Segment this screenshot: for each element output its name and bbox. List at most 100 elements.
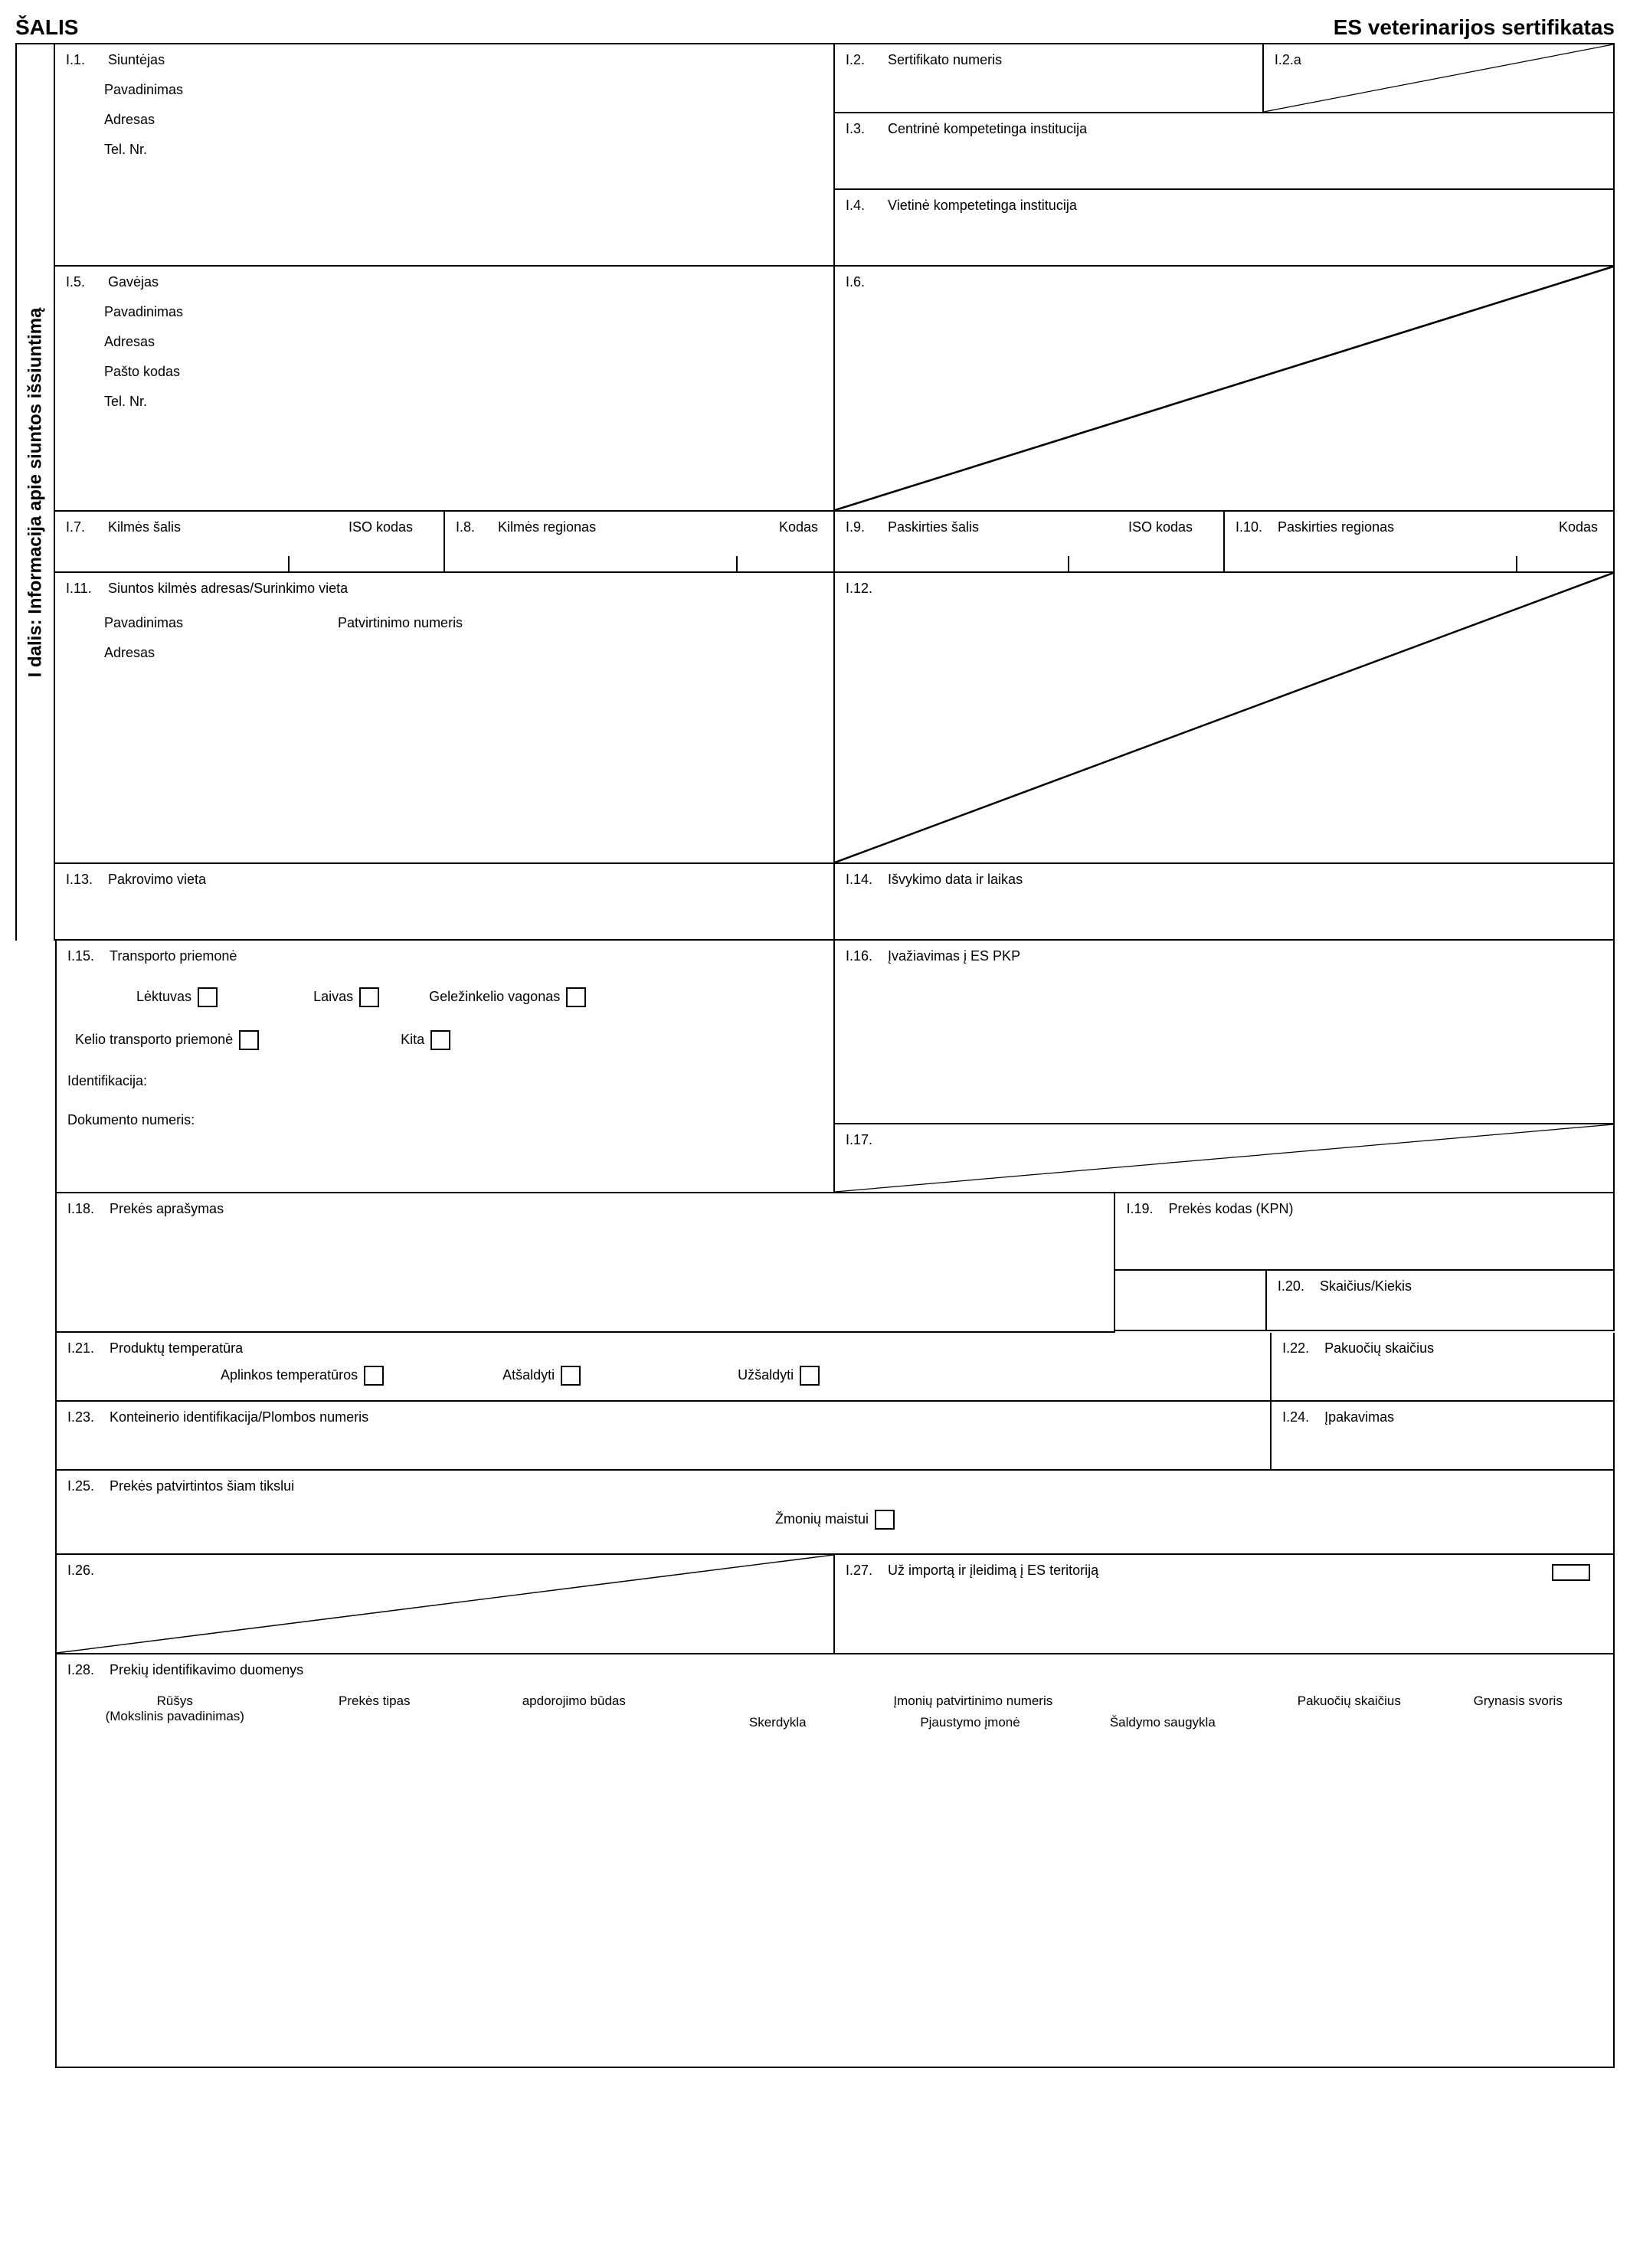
i24-num: I.24.: [1282, 1409, 1321, 1425]
i4-num: I.4.: [846, 198, 884, 214]
i28-c2: Prekės tipas: [283, 1694, 466, 1730]
i5-l4: Tel. Nr.: [104, 394, 823, 410]
checkbox-import[interactable]: [1552, 1564, 1590, 1581]
i25-opt1: Žmonių maistui: [775, 1511, 869, 1527]
i24-title: Įpakavimas: [1324, 1409, 1394, 1425]
i1-l1: Pavadinimas: [104, 82, 823, 98]
i9-sub: ISO kodas: [1128, 519, 1193, 535]
i16-title: Įvažiavimas į ES PKP: [888, 948, 1020, 964]
i1-title: Siuntėjas: [108, 52, 165, 68]
i8-num: I.8.: [456, 519, 494, 535]
i15-opt3: Geležinkelio vagonas: [429, 989, 560, 1004]
box-i15: I.15. Transporto priemonė Lėktuvas Laiva…: [55, 941, 835, 1193]
i7-num: I.7.: [66, 519, 104, 535]
i15-opt4: Kelio transporto priemonė: [75, 1032, 233, 1047]
i11-l3: Adresas: [104, 645, 823, 661]
i1-num: I.1.: [66, 52, 104, 68]
box-i9: I.9. Paskirties šalis ISO kodas: [835, 512, 1225, 573]
box-i24: I.24. Įpakavimas: [1272, 1402, 1615, 1471]
i20-title: Skaičius/Kiekis: [1320, 1278, 1412, 1294]
i7-sub: ISO kodas: [349, 519, 413, 535]
box-i2: I.2. Sertifikato numeris: [835, 44, 1264, 113]
i15-l2: Dokumento numeris:: [67, 1112, 823, 1128]
i16-num: I.16.: [846, 948, 884, 964]
i4-title: Vietinė kompetetinga institucija: [888, 198, 1077, 214]
i11-l2: Patvirtinimo numeris: [338, 615, 463, 630]
i15-opt1: Lėktuvas: [136, 989, 191, 1004]
box-i16: I.16. Įvažiavimas į ES PKP: [835, 941, 1615, 1124]
i14-title: Išvykimo data ir laikas: [888, 872, 1023, 888]
box-i23: I.23. Konteinerio identifikacija/Plombos…: [55, 1402, 1272, 1471]
i28-num: I.28.: [67, 1662, 106, 1678]
i15-opt5: Kita: [401, 1032, 424, 1047]
i27-num: I.27.: [846, 1563, 884, 1579]
box-i13: I.13. Pakrovimo vieta: [55, 864, 835, 941]
checkbox-chilled[interactable]: [561, 1366, 581, 1386]
i15-opt2: Laivas: [313, 989, 353, 1004]
box-i14: I.14. Išvykimo data ir laikas: [835, 864, 1615, 941]
i26-num: I.26.: [67, 1563, 106, 1579]
i28-c3: apdorojimo būdas: [466, 1694, 682, 1730]
i15-title: Transporto priemonė: [110, 948, 237, 964]
i21-opt3: Užšaldyti: [738, 1367, 794, 1383]
i18-title: Prekės aprašymas: [110, 1201, 224, 1217]
box-i10: I.10. Paskirties regionas Kodas: [1225, 512, 1615, 573]
box-i5: I.5. Gavėjas Pavadinimas Adresas Pašto k…: [55, 267, 835, 512]
i28-c4a: Skerdykla: [682, 1715, 874, 1730]
i12-num: I.12.: [846, 581, 884, 597]
i1-l3: Tel. Nr.: [104, 142, 823, 158]
i27-title: Už importą ir įleidimą į ES teritoriją: [888, 1563, 1098, 1579]
i28-c4b: Pjaustymo įmonė: [874, 1715, 1066, 1730]
i28-c5: Pakuočių skaičius: [1265, 1694, 1433, 1730]
checkbox-road[interactable]: [239, 1030, 259, 1050]
i21-num: I.21.: [67, 1340, 106, 1357]
i11-title: Siuntos kilmės adresas/Surinkimo vieta: [108, 581, 348, 597]
i11-l1: Pavadinimas: [104, 615, 334, 631]
sidebar-label: I dalis: Informacija apie siuntos išsiun…: [25, 308, 46, 678]
i5-l3: Pašto kodas: [104, 364, 823, 380]
i22-num: I.22.: [1282, 1340, 1321, 1357]
box-i18: I.18. Prekės aprašymas: [55, 1193, 1115, 1331]
i7-title: Kilmės šalis: [108, 519, 181, 535]
i5-l2: Adresas: [104, 334, 823, 350]
i17-num: I.17.: [846, 1132, 884, 1148]
checkbox-frozen[interactable]: [800, 1366, 820, 1386]
i20-num: I.20.: [1278, 1278, 1316, 1294]
i10-num: I.10.: [1236, 519, 1274, 535]
i28-title: Prekių identifikavimo duomenys: [110, 1662, 303, 1678]
i5-num: I.5.: [66, 274, 104, 290]
checkbox-ship[interactable]: [359, 987, 379, 1007]
i2a-num: I.2.a: [1275, 52, 1313, 68]
i2-title: Sertifikato numeris: [888, 52, 1002, 68]
i25-num: I.25.: [67, 1478, 106, 1494]
box-i6: I.6.: [835, 267, 1615, 512]
i5-title: Gavėjas: [108, 274, 159, 290]
i2-num: I.2.: [846, 52, 884, 68]
i19-num: I.19.: [1126, 1201, 1164, 1217]
box-i22: I.22. Pakuočių skaičius: [1272, 1333, 1615, 1402]
i19-title: Prekės kodas (KPN): [1168, 1201, 1293, 1217]
box-i1: I.1. Siuntėjas Pavadinimas Adresas Tel. …: [55, 44, 835, 267]
i1-l2: Adresas: [104, 112, 823, 128]
checkbox-rail[interactable]: [566, 987, 586, 1007]
checkbox-human-food[interactable]: [875, 1510, 895, 1530]
i11-num: I.11.: [66, 581, 104, 597]
i14-num: I.14.: [846, 872, 884, 888]
i28-c1b: (Mokslinis pavadinimas): [67, 1709, 283, 1724]
box-i27: I.27. Už importą ir įleidimą į ES terito…: [835, 1555, 1615, 1654]
checkbox-plane[interactable]: [198, 987, 218, 1007]
checkbox-other[interactable]: [430, 1030, 450, 1050]
box-i25: I.25. Prekės patvirtintos šiam tikslui Ž…: [55, 1471, 1615, 1555]
checkbox-ambient[interactable]: [364, 1366, 384, 1386]
i22-title: Pakuočių skaičius: [1324, 1340, 1434, 1357]
i18-num: I.18.: [67, 1201, 106, 1217]
i15-l1: Identifikacija:: [67, 1073, 823, 1089]
box-i4: I.4. Vietinė kompetetinga institucija: [835, 190, 1615, 267]
i13-title: Pakrovimo vieta: [108, 872, 206, 888]
box-i12: I.12.: [835, 573, 1615, 864]
box-i28: I.28. Prekių identifikavimo duomenys Rūš…: [55, 1654, 1615, 2068]
box-i2a: I.2.a: [1264, 44, 1615, 113]
header-left: ŠALIS: [15, 15, 78, 40]
i21-opt1: Aplinkos temperatūros: [221, 1367, 358, 1383]
i5-l1: Pavadinimas: [104, 304, 823, 320]
